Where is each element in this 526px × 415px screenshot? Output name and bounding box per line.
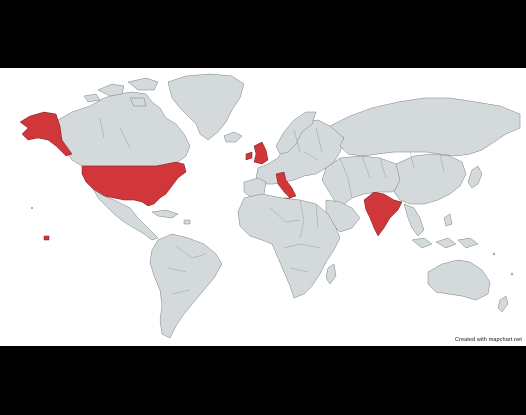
alaska [19, 111, 73, 157]
united-states [81, 161, 187, 207]
country-borders [99, 117, 445, 295]
southeast-asia [403, 203, 425, 237]
hawaii [43, 235, 50, 241]
mexico [93, 189, 159, 241]
italy [275, 171, 297, 199]
world-map-svg [19, 73, 521, 339]
greenland [167, 73, 245, 141]
new-zealand [497, 295, 509, 313]
credit-text: Created with mapchart.net [454, 337, 522, 343]
scandinavia [275, 111, 317, 155]
australia [427, 259, 491, 301]
central-asia [321, 155, 405, 207]
japan [467, 165, 483, 189]
africa [237, 193, 341, 299]
indonesia [411, 213, 479, 249]
south-america [149, 233, 223, 339]
iberia [243, 177, 267, 199]
united-kingdom [253, 141, 269, 165]
northern-ireland [245, 151, 253, 161]
india [363, 191, 403, 237]
pacific-island [30, 206, 34, 210]
iceland [223, 131, 243, 143]
canada [57, 91, 191, 167]
caribbean [151, 209, 191, 225]
russia [329, 97, 521, 157]
madagascar [325, 263, 337, 285]
pacific-island [510, 272, 514, 276]
arctic-islands [83, 77, 159, 107]
world-map: Created with mapchart.net [0, 68, 526, 346]
pacific-island [492, 252, 496, 256]
china [393, 153, 467, 205]
